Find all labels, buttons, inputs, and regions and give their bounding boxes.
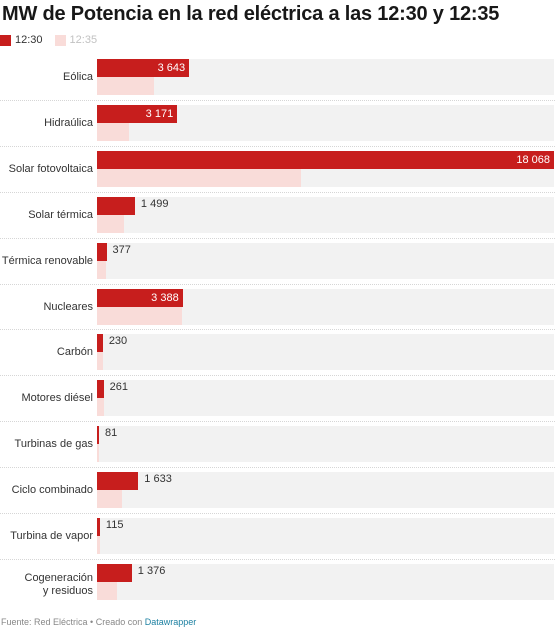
row-background bbox=[97, 380, 554, 417]
value-label: 1 376 bbox=[137, 564, 166, 577]
row-background bbox=[97, 518, 554, 554]
value-label: 1 499 bbox=[140, 197, 169, 210]
bar-1235 bbox=[97, 306, 182, 325]
bar-1230 bbox=[97, 472, 139, 491]
row-background bbox=[97, 242, 554, 279]
category-label: Solar fotovoltaica bbox=[8, 162, 93, 175]
bar-1235 bbox=[97, 581, 118, 600]
category-label: Ciclo combinado bbox=[11, 484, 93, 497]
bar-1235 bbox=[97, 444, 100, 463]
datawrapper-link[interactable]: Datawrapper bbox=[144, 617, 197, 627]
bar-1235 bbox=[97, 536, 100, 554]
bar-1230 bbox=[97, 242, 107, 261]
value-label: 81 bbox=[105, 427, 118, 440]
bar-1230 bbox=[97, 518, 100, 536]
value-label: 3 643 bbox=[157, 62, 186, 74]
row-separator bbox=[0, 145, 555, 147]
row-separator bbox=[0, 283, 555, 285]
category-label: Turbina de vapor bbox=[10, 530, 93, 542]
row-background bbox=[97, 334, 554, 371]
bar-1230 bbox=[97, 380, 104, 399]
row-separator bbox=[0, 513, 555, 514]
bar-1235 bbox=[97, 214, 124, 233]
value-label: 18 068 bbox=[516, 153, 550, 166]
chart-title: MW de Potencia en la red eléctrica a las… bbox=[2, 3, 500, 25]
bar-1230 bbox=[97, 150, 554, 169]
row-separator bbox=[0, 467, 555, 469]
value-label: 3 388 bbox=[151, 291, 179, 304]
row-background bbox=[97, 196, 554, 233]
footer-source: Fuente: Red Eléctrica • Creado con bbox=[1, 617, 145, 627]
category-label: Eólica bbox=[63, 71, 93, 83]
row-separator bbox=[0, 99, 555, 101]
footer: Fuente: Red Eléctrica • Creado con Dataw… bbox=[1, 617, 196, 627]
row-background bbox=[97, 563, 554, 600]
bar-1230 bbox=[97, 59, 190, 77]
row-background bbox=[97, 426, 554, 463]
bar-1230 bbox=[97, 334, 103, 353]
bar-1230 bbox=[97, 563, 132, 582]
row-separator bbox=[0, 237, 555, 239]
value-label: 115 bbox=[105, 519, 124, 531]
category-label: Carbón bbox=[56, 346, 93, 359]
legend-swatch-1230 bbox=[0, 34, 11, 46]
category-label: Hidraúlica bbox=[44, 116, 93, 129]
category-label: Turbinas de gas bbox=[14, 438, 93, 451]
row-separator bbox=[0, 329, 555, 331]
value-label: 3 171 bbox=[145, 107, 174, 120]
legend: 12:30 12:35 bbox=[0, 34, 109, 46]
row-separator bbox=[0, 375, 555, 377]
bar-1235 bbox=[97, 490, 123, 509]
bar-1235 bbox=[97, 260, 107, 279]
legend-swatch-1235 bbox=[54, 34, 66, 46]
row-background bbox=[97, 472, 554, 509]
bar-1230 bbox=[97, 288, 183, 307]
value-label: 261 bbox=[109, 381, 128, 394]
legend-item-1235: 12:35 bbox=[54, 34, 98, 46]
bar-1230 bbox=[97, 426, 100, 445]
bar-1235 bbox=[97, 398, 104, 417]
bar-1230 bbox=[97, 104, 178, 123]
row-separator bbox=[0, 421, 555, 423]
value-label: 1 633 bbox=[144, 473, 172, 486]
value-label: 377 bbox=[112, 243, 131, 256]
row-separator bbox=[0, 191, 555, 193]
category-label: Motores diésel bbox=[21, 392, 93, 405]
category-label: Cogeneración y residuos bbox=[24, 571, 94, 597]
bar-1235 bbox=[97, 352, 103, 371]
bar-1235 bbox=[97, 122, 129, 141]
bar-1235 bbox=[97, 77, 154, 95]
bar-1235 bbox=[97, 168, 301, 187]
legend-label-1235: 12:35 bbox=[69, 34, 98, 46]
legend-item-1230: 12:30 bbox=[0, 34, 43, 46]
category-label: Nucleares bbox=[43, 300, 93, 313]
bar-1230 bbox=[97, 196, 135, 215]
category-label: Solar térmica bbox=[28, 208, 93, 221]
value-label: 230 bbox=[108, 335, 128, 348]
legend-label-1230: 12:30 bbox=[15, 34, 43, 46]
row-separator bbox=[0, 558, 555, 560]
category-label: Térmica renovable bbox=[1, 254, 93, 267]
